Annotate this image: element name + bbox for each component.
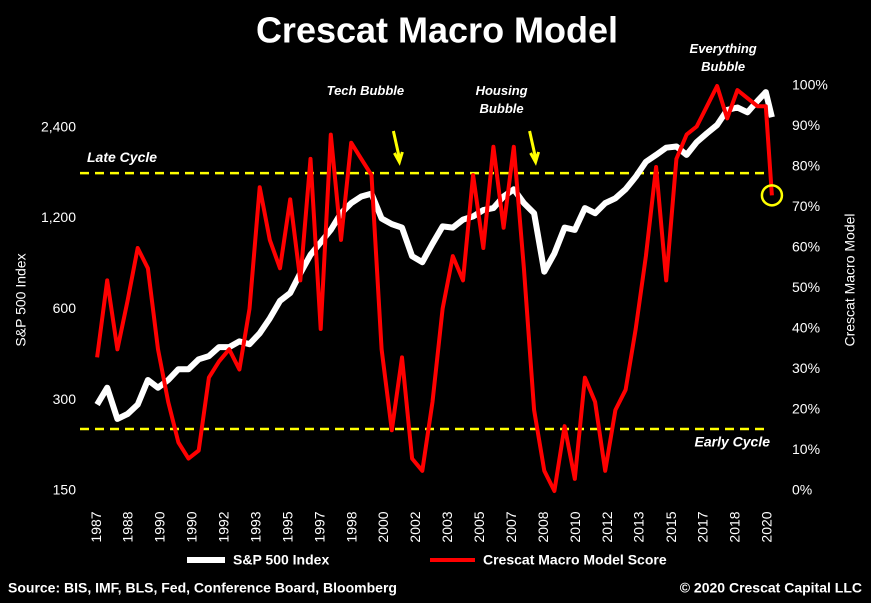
y2-tick-label: 30% [792, 360, 820, 376]
y2-tick-label: 0% [792, 482, 812, 498]
x-tick-label: 2005 [471, 511, 487, 542]
annotation: Everything Bubble [689, 41, 757, 74]
x-tick-label: 2018 [727, 511, 743, 542]
chart-title: Crescat Macro Model [256, 10, 618, 51]
y2-tick-label: 20% [792, 401, 820, 417]
x-tick-label: 1997 [311, 511, 327, 542]
y-tick-label: 1,200 [41, 209, 76, 225]
x-tick-label: 1993 [248, 511, 264, 542]
x-tick-label: 2013 [631, 511, 647, 542]
y2-tick-label: 10% [792, 441, 820, 457]
y-tick-label: 600 [53, 300, 77, 316]
x-tick-label: 2003 [439, 511, 455, 542]
y2-tick-label: 100% [792, 77, 828, 93]
series-line [94, 89, 775, 422]
y2-tick-label: 60% [792, 239, 820, 255]
y2-tick-label: 50% [792, 279, 820, 295]
annotation: Housing Bubble [475, 83, 528, 116]
y-tick-label: 2,400 [41, 118, 76, 134]
annotation: Tech Bubble [326, 83, 405, 98]
x-tick-label: 2010 [567, 511, 583, 542]
x-tick-label: 1992 [216, 511, 232, 542]
x-tick-label: 2000 [375, 511, 391, 542]
reference-label: Late Cycle [87, 149, 157, 165]
x-tick-label: 1990 [184, 511, 200, 542]
y2-tick-label: 90% [792, 117, 820, 133]
source: Source: BIS, IMF, BLS, Fed, Conference B… [8, 580, 397, 596]
x-tick-label: 2007 [503, 511, 519, 542]
y2-tick-label: 40% [792, 320, 820, 336]
reference-label: Early Cycle [695, 434, 771, 450]
x-tick-label: 1988 [120, 511, 136, 542]
x-tick-label: 2008 [535, 511, 551, 542]
y-axis-label: S&P 500 Index [13, 253, 29, 346]
copyright: © 2020 Crescat Capital LLC [680, 580, 862, 596]
x-tick-label: 1990 [152, 511, 168, 542]
y2-tick-label: 80% [792, 158, 820, 174]
series-line [95, 84, 774, 493]
x-tick-label: 1987 [88, 511, 104, 542]
annotation-arrow [528, 130, 541, 166]
x-tick-label: 2015 [663, 511, 679, 542]
x-tick-label: 2020 [759, 511, 775, 542]
y-tick-label: 150 [53, 482, 77, 498]
x-tick-label: 2002 [407, 511, 423, 542]
legend-label: Crescat Macro Model Score [483, 552, 667, 568]
x-tick-label: 2012 [599, 511, 615, 542]
y2-axis-label: Crescat Macro Model [842, 213, 858, 346]
y2-tick-label: 70% [792, 198, 820, 214]
annotation-arrow [391, 130, 404, 166]
x-tick-label: 1998 [343, 511, 359, 542]
x-tick-label: 2017 [695, 511, 711, 542]
highlight-circle [760, 184, 784, 207]
x-tick-label: 1995 [279, 511, 295, 542]
legend-label: S&P 500 Index [233, 552, 329, 568]
y-tick-label: 300 [53, 391, 77, 407]
